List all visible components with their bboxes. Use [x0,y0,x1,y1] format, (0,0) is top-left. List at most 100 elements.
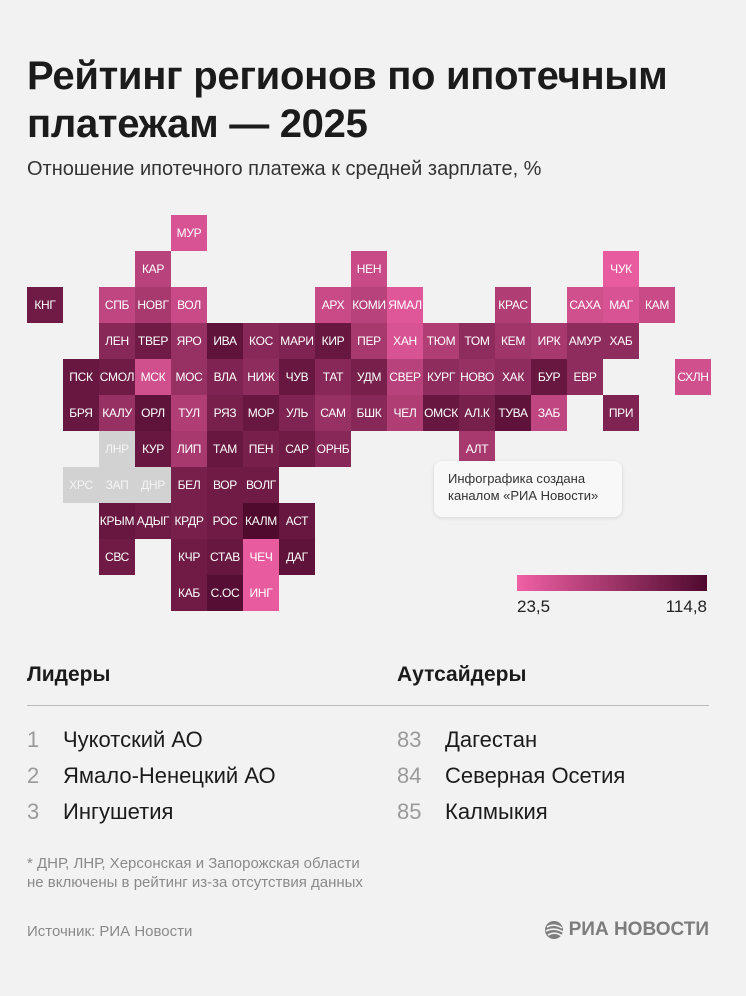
region-tile: ТУЛ [171,395,207,431]
region-tile: ЗАБ [531,395,567,431]
region-tile: ПСК [63,359,99,395]
region-tile: ХАК [495,359,531,395]
rank: 3 [27,799,40,824]
region-tile: ИРК [531,323,567,359]
region-tile: МОС [171,359,207,395]
region-tile: ЧУВ [279,359,315,395]
region-tile: КАБ [171,575,207,611]
region-tile: КАЛМ [243,503,279,539]
region-tile: С.ОС [207,575,243,611]
region-tile: ОРНБ [315,431,351,467]
leader-row: 2 Ямало-Ненецкий АО [27,763,276,789]
region-tile: КРДР [171,503,207,539]
footnote: * ДНР, ЛНР, Херсонская и Запорожская обл… [27,854,363,892]
region-tile: ИВА [207,323,243,359]
region-tile: ДАГ [279,539,315,575]
region-tile: ЛЕН [99,323,135,359]
region-tile: РЯЗ [207,395,243,431]
region-tile: КЕМ [495,323,531,359]
region-tile: ТВЕР [135,323,171,359]
rank: 84 [397,763,422,788]
region-tile: АДЫГ [135,503,171,539]
region-tile: СМОЛ [99,359,135,395]
region-tile: ВЛА [207,359,243,395]
region-tile: МСК [135,359,171,395]
region-tile: НОВО [459,359,495,395]
region-tile: ОРЛ [135,395,171,431]
outsider-row: 85 Калмыкия [397,799,548,825]
region-tile: СТАВ [207,539,243,575]
region-name: Чукотский АО [63,727,203,752]
region-tile: ХАБ [603,323,639,359]
region-tile: КНГ [27,287,63,323]
region-tile: МАРИ [279,323,315,359]
region-name: Ямало-Ненецкий АО [63,763,276,788]
region-tile: ЕВР [567,359,603,395]
region-tile: ЧУК [603,251,639,287]
region-name: Дагестан [445,727,538,752]
region-tile: ТАМ [207,431,243,467]
region-tile: МАГ [603,287,639,323]
region-tile: КАМ [639,287,675,323]
region-tile: ЛИП [171,431,207,467]
region-tile: СПБ [99,287,135,323]
region-tile: СВС [99,539,135,575]
region-tile: ПРИ [603,395,639,431]
region-tile: НОВГ [135,287,171,323]
rank: 83 [397,727,422,752]
region-tile: ЧЕЧ [243,539,279,575]
region-tile: БШК [351,395,387,431]
region-tile: КАР [135,251,171,287]
region-tile: СХЛН [675,359,711,395]
region-tile: КОС [243,323,279,359]
legend-min: 23,5 [517,597,551,616]
region-tile: РОС [207,503,243,539]
leader-row: 3 Ингушетия [27,799,173,825]
region-tile: ХАН [387,323,423,359]
region-tile: СВЕР [387,359,423,395]
region-tile: НИЖ [243,359,279,395]
credit-note: Инфографика создана каналом «РИА Новости… [434,461,622,517]
region-tile: КИР [315,323,351,359]
footnote-line: * ДНР, ЛНР, Херсонская и Запорожская обл… [27,855,360,872]
region-name: Ингушетия [63,799,174,824]
divider [27,705,709,706]
source: Источник: РИА Новости [27,923,193,940]
region-tile: САР [279,431,315,467]
region-tile: САМ [315,395,351,431]
rank: 85 [397,799,422,824]
region-tile: ТУВА [495,395,531,431]
region-tile: УЛЬ [279,395,315,431]
leader-row: 1 Чукотский АО [27,727,203,753]
tile-map: МУР КАР НЕН ЧУК КНГ СПБ НОВГ ВОЛ АРХ КОМИ ЯМАЛ КРАС… [27,215,727,615]
region-tile: АМУР [567,323,603,359]
region-name: Северная Осетия [445,763,626,788]
region-tile: ЯМАЛ [387,287,423,323]
region-tile: БРЯ [63,395,99,431]
region-tile: УДМ [351,359,387,395]
page-title: Рейтинг регионов по ипотечным платежам —… [27,54,668,146]
region-tile: КАЛУ [99,395,135,431]
region-tile: ВОЛ [171,287,207,323]
region-tile: БЕЛ [171,467,207,503]
region-name: Калмыкия [445,799,548,824]
region-tile: ПЕР [351,323,387,359]
legend-max: 114,8 [665,597,707,616]
logo-text: РИА НОВОСТИ [568,919,709,940]
region-tile: ЧЕЛ [387,395,423,431]
rank: 1 [27,727,40,752]
outsider-row: 84 Северная Осетия [397,763,625,789]
region-tile-excluded: ЗАП [99,467,135,503]
region-tile: ВОР [207,467,243,503]
region-tile: ИНГ [243,575,279,611]
region-tile: МУР [171,215,207,251]
leaders-heading: Лидеры [27,663,111,686]
region-tile: ТЮМ [423,323,459,359]
region-tile: ТОМ [459,323,495,359]
page-subtitle: Отношение ипотечного платежа к средней з… [27,158,542,180]
region-tile: КУРГ [423,359,459,395]
region-tile-excluded: ХРС [63,467,99,503]
globe-logo-icon [544,921,564,939]
region-tile: КОМИ [351,287,387,323]
region-tile: САХА [567,287,603,323]
